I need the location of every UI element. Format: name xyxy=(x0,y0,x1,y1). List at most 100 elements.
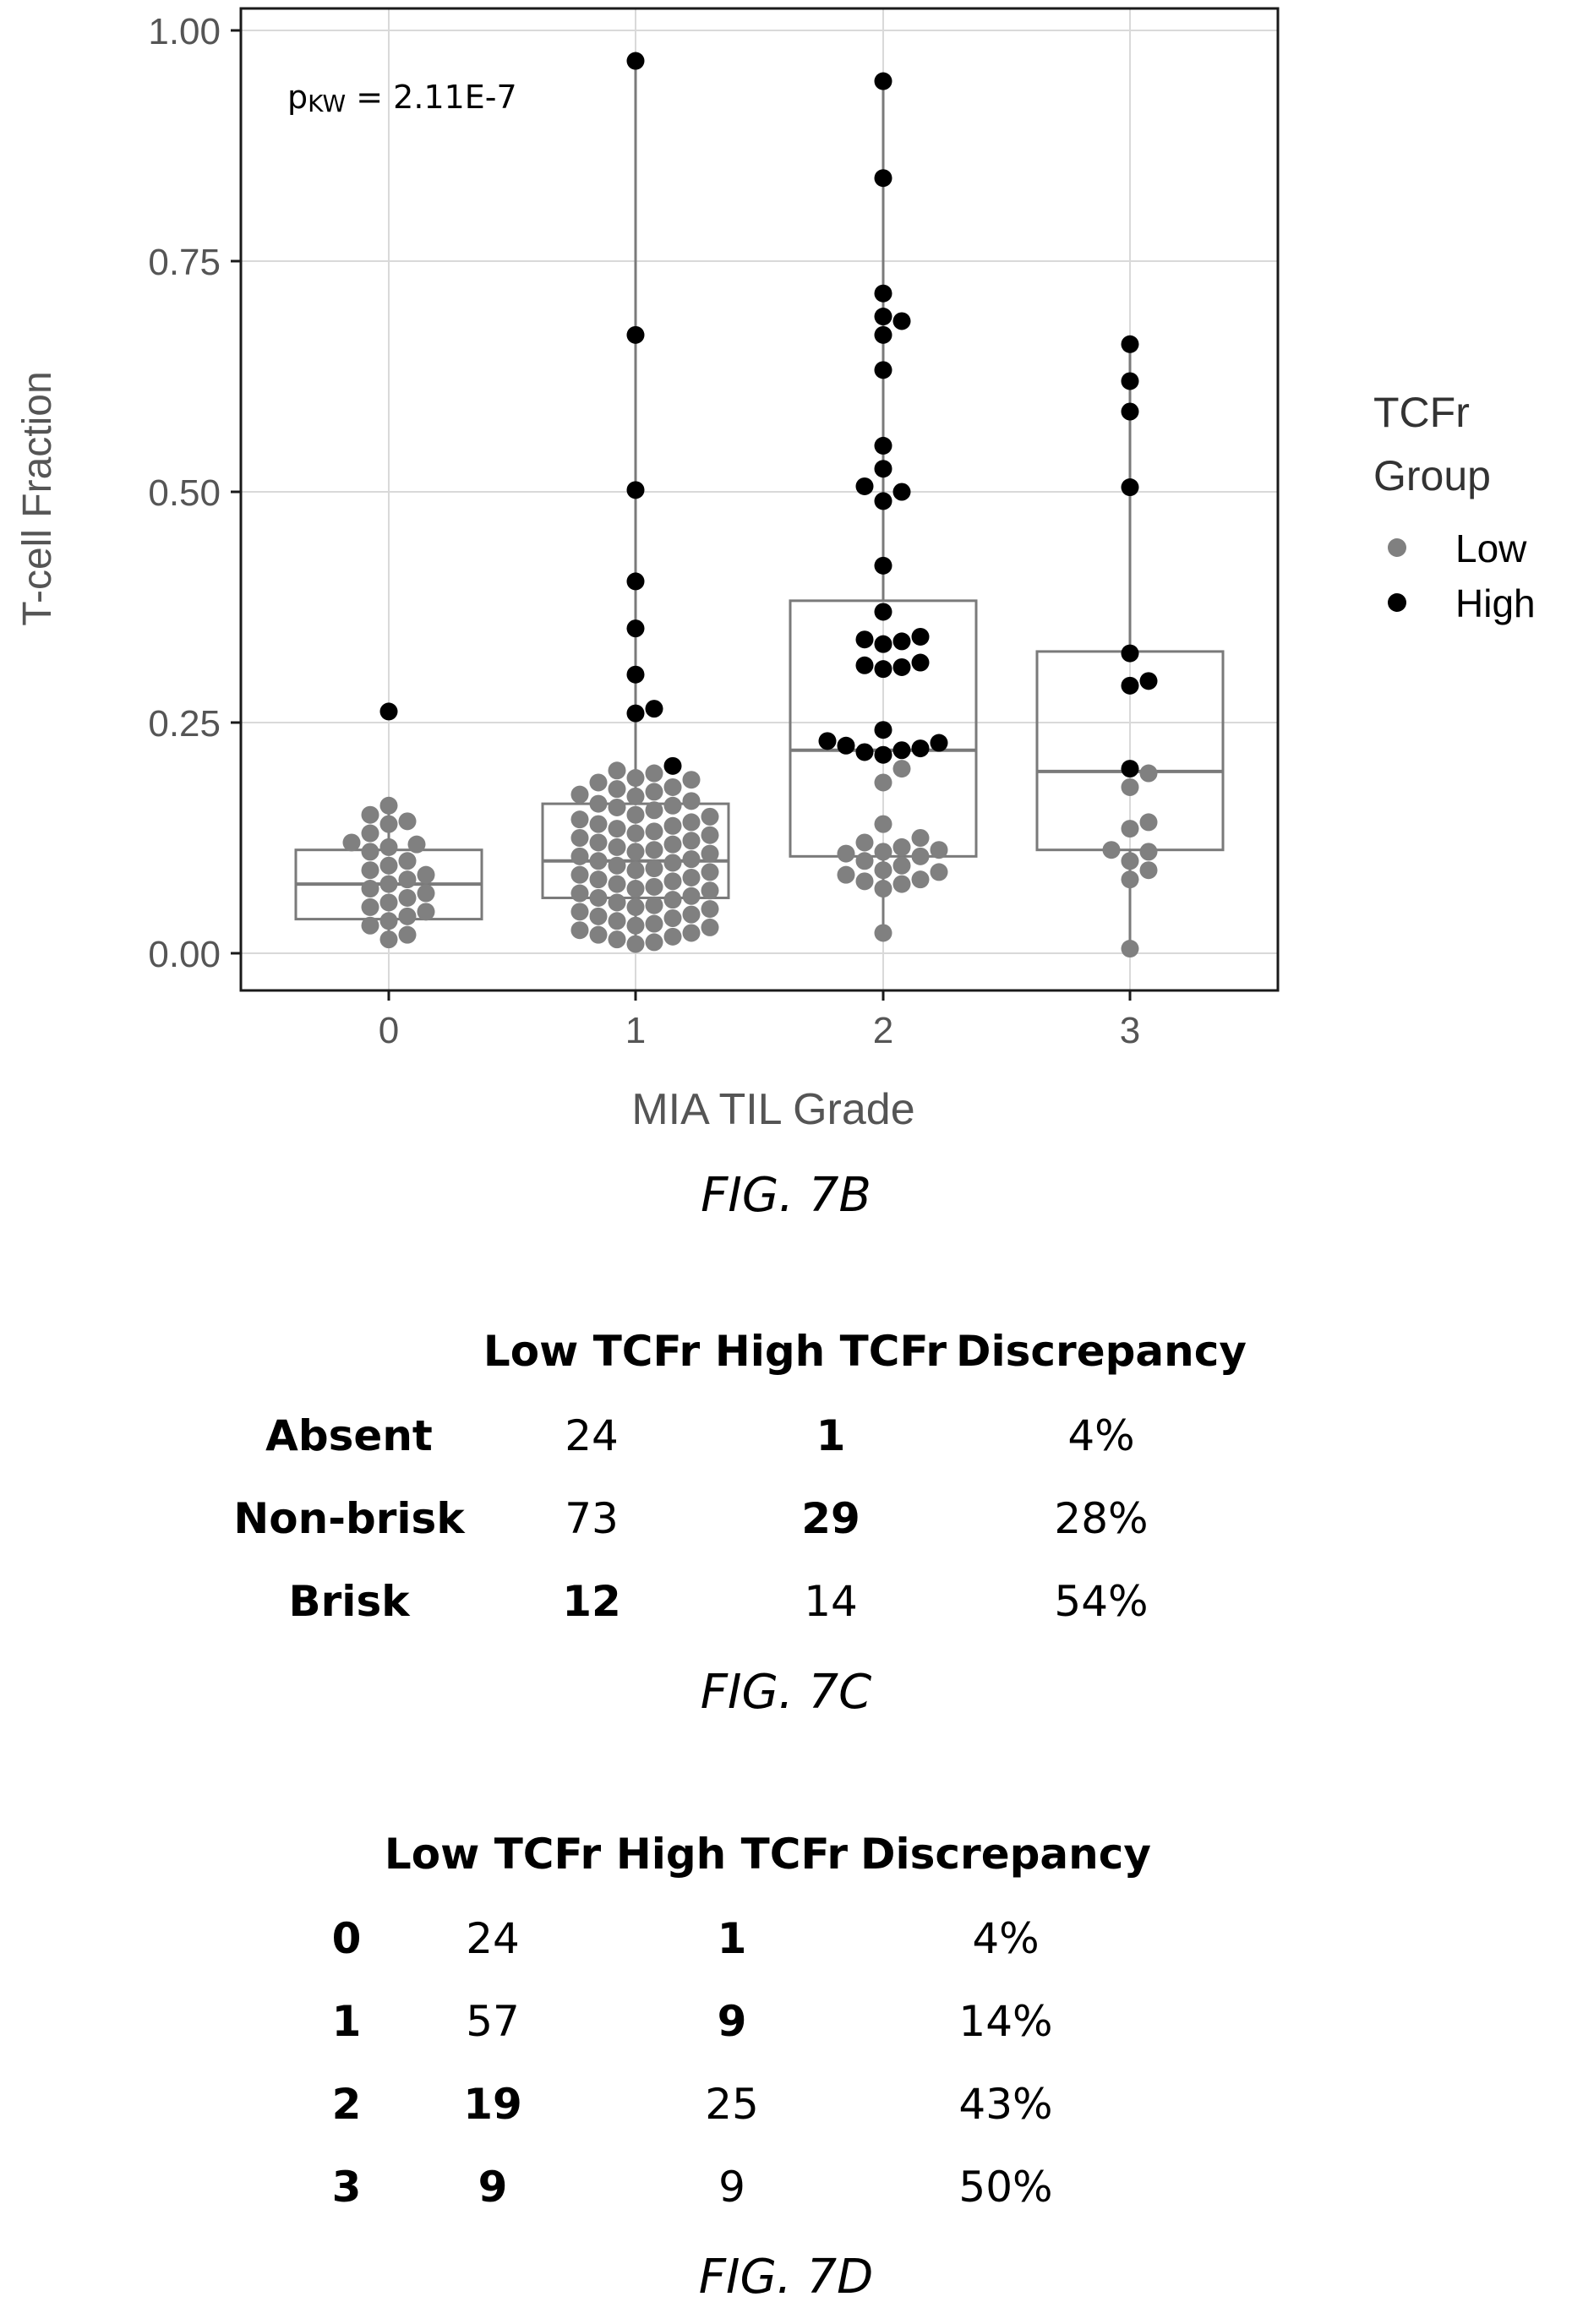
table-7c-cell-low: 24 xyxy=(565,1411,619,1460)
data-point-low xyxy=(663,854,682,872)
data-point-high xyxy=(874,660,892,679)
data-point-low xyxy=(645,783,663,801)
data-point-low xyxy=(626,843,645,861)
data-point-low xyxy=(645,859,663,878)
data-point-high xyxy=(892,312,911,330)
data-point-low xyxy=(682,868,701,887)
data-point-low xyxy=(570,810,589,829)
table-7c-cell-disc: 28% xyxy=(1054,1494,1149,1543)
data-point-high xyxy=(626,481,645,499)
data-point-low xyxy=(361,916,379,935)
data-point-low xyxy=(342,833,361,852)
data-point-high xyxy=(874,284,892,303)
data-point-low xyxy=(608,893,626,912)
data-point-low xyxy=(608,856,626,875)
data-point-low xyxy=(682,813,701,832)
data-point-high xyxy=(855,743,874,761)
data-point-high xyxy=(874,169,892,188)
table-7c-cell-low: 73 xyxy=(565,1494,619,1543)
data-point-high xyxy=(379,702,398,721)
data-point-high xyxy=(818,732,837,750)
data-point-low xyxy=(837,844,855,863)
data-point-low xyxy=(379,815,398,833)
data-point-low xyxy=(361,824,379,843)
data-point-low xyxy=(570,829,589,847)
data-point-low xyxy=(589,925,608,944)
data-point-low xyxy=(930,841,948,859)
data-point-high xyxy=(892,741,911,760)
data-point-high xyxy=(930,734,948,752)
data-point-low xyxy=(398,907,417,925)
data-point-low xyxy=(361,861,379,880)
data-point-low xyxy=(570,903,589,921)
data-point-low xyxy=(663,777,682,796)
data-point-low xyxy=(608,820,626,838)
data-point-low xyxy=(570,785,589,804)
data-point-low xyxy=(701,844,719,863)
data-point-high xyxy=(1139,672,1158,690)
data-point-low xyxy=(701,918,719,936)
data-point-low xyxy=(663,816,682,835)
data-point-low xyxy=(398,888,417,907)
data-point-low xyxy=(417,903,435,921)
data-point-low xyxy=(570,884,589,903)
data-point-high xyxy=(1121,372,1139,390)
table-7d-cell-low: 19 xyxy=(463,2080,522,2129)
table-7c-cell-low: 12 xyxy=(562,1577,621,1626)
data-point-low xyxy=(361,843,379,861)
data-point-high xyxy=(874,745,892,764)
data-point-high xyxy=(626,665,645,684)
data-point-low xyxy=(608,761,626,780)
y-tick-label: 1.00 xyxy=(148,11,221,52)
y-tick-label: 0.25 xyxy=(148,703,221,745)
data-point-high xyxy=(874,325,892,344)
data-point-high xyxy=(1121,402,1139,421)
data-point-high xyxy=(911,739,930,758)
data-point-low xyxy=(570,865,589,884)
data-point-low xyxy=(1139,861,1158,880)
data-point-low xyxy=(874,861,892,880)
data-point-low xyxy=(911,847,930,865)
box-swarm-chart: 0.00 0.25 0.50 0.75 1.00 0 1 2 3 pKW = 2.11E-7 T… xyxy=(15,7,1536,1134)
data-point-low xyxy=(589,833,608,852)
data-point-low xyxy=(663,872,682,891)
table-7d-cell-disc: 4% xyxy=(972,1914,1040,1963)
data-point-low xyxy=(1121,852,1139,870)
table-7d-row-label: 1 xyxy=(331,1997,362,2046)
data-point-low xyxy=(645,764,663,783)
data-point-low xyxy=(1139,843,1158,861)
y-tick-label: 0.50 xyxy=(148,472,221,514)
data-points xyxy=(342,52,1158,958)
table-7d-cell-low: 24 xyxy=(466,1914,520,1963)
box-plots xyxy=(294,57,1225,949)
data-point-low xyxy=(1139,813,1158,832)
data-point-low xyxy=(663,796,682,815)
data-point-high xyxy=(1121,478,1139,497)
data-point-low xyxy=(855,833,874,852)
data-point-high xyxy=(874,603,892,621)
table-7c-row-label: Absent xyxy=(265,1411,433,1460)
data-point-low xyxy=(701,900,719,919)
table-7c-header-disc: Discrepancy xyxy=(956,1327,1247,1376)
table-7d-cell-high: 9 xyxy=(717,1997,747,2046)
table-7d-row-label: 0 xyxy=(331,1914,362,1963)
data-point-low xyxy=(608,798,626,816)
data-point-low xyxy=(417,884,435,903)
data-point-low xyxy=(398,852,417,870)
axes: 0.00 0.25 0.50 0.75 1.00 0 1 2 3 xyxy=(148,11,1140,1051)
data-point-low xyxy=(626,935,645,953)
legend-title-line-1: TCFr xyxy=(1373,389,1470,436)
y-tick-label: 0.75 xyxy=(148,242,221,283)
data-point-high xyxy=(874,436,892,455)
data-point-low xyxy=(874,815,892,833)
table-7d-cell-high: 25 xyxy=(705,2080,759,2129)
data-point-low xyxy=(379,856,398,875)
data-point-high xyxy=(855,630,874,649)
table-7d-row-label: 3 xyxy=(331,2163,362,2212)
table-7d-cell-low: 57 xyxy=(466,1997,520,2046)
data-point-low xyxy=(1139,764,1158,783)
data-point-low xyxy=(701,807,719,826)
table-7d-header-high: High TCFr xyxy=(615,1830,849,1879)
x-tick-label: 3 xyxy=(1120,1010,1140,1051)
data-point-high xyxy=(892,632,911,651)
